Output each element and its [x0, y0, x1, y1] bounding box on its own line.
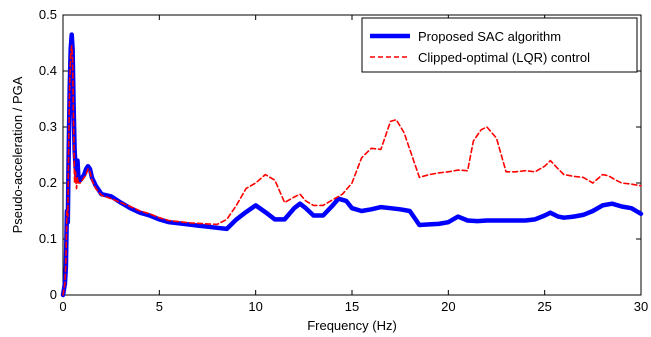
x-tick-label: 25: [537, 299, 551, 314]
y-tick-label: 0.2: [39, 175, 57, 190]
series-line-clipped-optimal: [62, 45, 642, 296]
y-tick-label: 0.4: [39, 63, 57, 78]
legend-box: [361, 17, 638, 73]
series-line-proposed-sac: [60, 32, 644, 298]
x-tick-label: 15: [345, 299, 359, 314]
y-tick-label: 0.5: [39, 7, 57, 22]
x-axis-label: Frequency (Hz): [307, 318, 397, 333]
x-tick-label: 10: [248, 299, 262, 314]
axis-ticks: 0 5 10 15 20 25 30 0 0.1 0.2 0.3 0.4 0.5: [39, 7, 648, 314]
legend: Proposed SAC algorithm Clipped-optimal (…: [361, 17, 638, 73]
legend-entry-proposed-sac: Proposed SAC algorithm: [418, 29, 561, 44]
y-axis-label: Pseudo-acceleration / PGA: [10, 76, 25, 233]
x-tick-label: 30: [634, 299, 648, 314]
x-tick-label: 5: [156, 299, 163, 314]
series-layer: [60, 32, 644, 298]
x-tick-label: 0: [59, 299, 66, 314]
y-tick-label: 0.1: [39, 231, 57, 246]
y-tick-label: 0: [50, 287, 57, 302]
x-tick-label: 20: [441, 299, 455, 314]
y-tick-label: 0.3: [39, 119, 57, 134]
legend-entry-clipped-optimal: Clipped-optimal (LQR) control: [418, 50, 590, 65]
